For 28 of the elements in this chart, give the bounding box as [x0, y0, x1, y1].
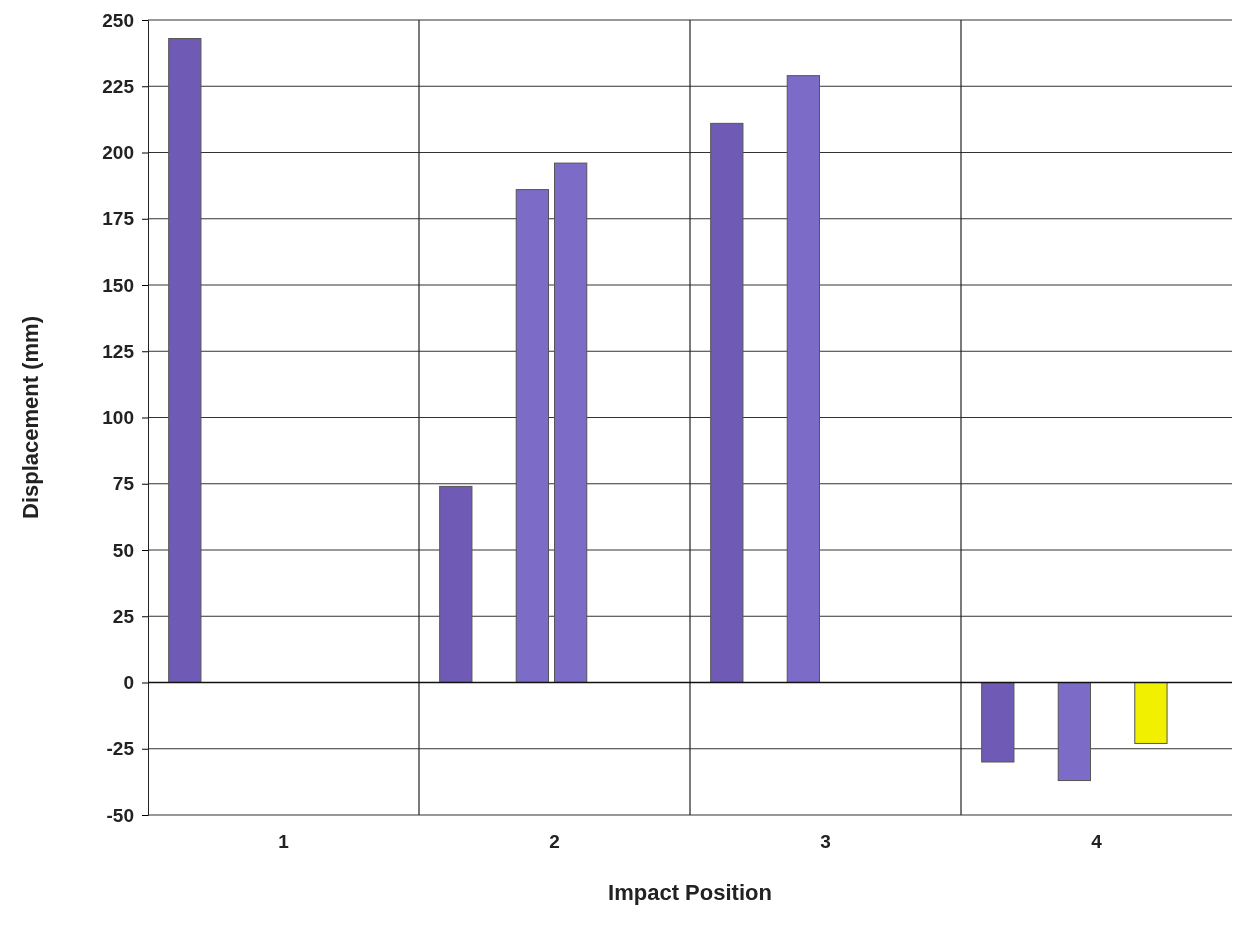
y-tick-label: 0: [123, 672, 134, 694]
bar: [786, 75, 820, 683]
y-tick-label: 225: [102, 75, 135, 97]
bar: [554, 162, 588, 683]
bar: [1057, 682, 1091, 782]
bar: [168, 38, 202, 683]
y-tick-label: 250: [102, 9, 134, 31]
bar: [1134, 682, 1168, 744]
bar: [710, 122, 744, 683]
bar: [981, 682, 1015, 763]
y-tick-label: -50: [106, 804, 134, 826]
y-tick-label: 100: [102, 407, 134, 429]
y-tick-label: 150: [102, 274, 134, 296]
x-tick-label: 4: [1091, 831, 1103, 853]
y-tick-label: 200: [102, 142, 134, 164]
y-tick-label: 175: [102, 208, 135, 230]
y-tick-label: 50: [112, 539, 134, 561]
x-tick-label: 2: [549, 831, 560, 853]
x-tick-label: 1: [278, 831, 290, 853]
y-tick-label: 125: [102, 340, 135, 362]
y-tick-label: 75: [112, 473, 135, 495]
x-tick-label: 3: [820, 831, 831, 853]
bar: [439, 485, 473, 683]
bar: [515, 189, 549, 683]
y-tick-label: 25: [112, 605, 135, 627]
y-tick-label: -25: [106, 738, 135, 760]
y-axis-title: Displacement (mm): [18, 316, 43, 519]
x-axis-title: Impact Position: [608, 880, 772, 905]
